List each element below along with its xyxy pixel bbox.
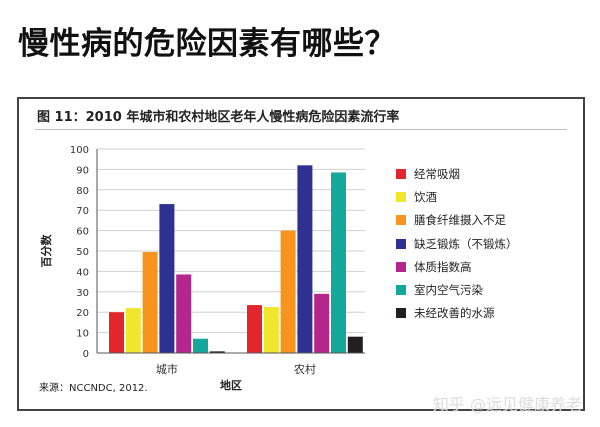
y-tick-label: 30 — [76, 288, 89, 299]
legend-swatch — [396, 238, 406, 249]
legend-swatch — [396, 308, 406, 319]
legend-label: 经常吸烟 — [414, 167, 460, 181]
legend-swatch — [396, 169, 406, 179]
legend-item: 经常吸烟 — [396, 166, 460, 182]
y-tick-label: 80 — [76, 186, 89, 197]
legend-item: 体质指数高 — [396, 259, 472, 275]
title-divider — [35, 129, 567, 130]
y-tick-label: 10 — [76, 329, 89, 340]
axis-layer: 0 10 20 30 40 50 60 70 80 90 100 城市 农村地区 百分数 — [39, 145, 365, 392]
legend-label: 未经改善的水源 — [414, 306, 495, 321]
y-tick-label: 100 — [70, 145, 89, 156]
legend-swatch — [396, 192, 406, 203]
bar — [159, 204, 175, 353]
legend-label: 体质指数高 — [414, 259, 472, 274]
y-tick-label: 70 — [76, 206, 89, 217]
bar — [109, 312, 124, 353]
bar — [347, 336, 363, 353]
page-title: 慢性病的危险因素有哪些？ — [18, 26, 396, 62]
y-tick-label: 90 — [76, 165, 89, 176]
legend-swatch — [396, 285, 406, 295]
bar — [331, 172, 346, 353]
legend-item: 饮酒 — [396, 189, 437, 205]
legend-label: 缺乏锻炼（不锻炼） — [414, 236, 518, 251]
legend-label: 膳食纤维摄入不足 — [414, 213, 506, 228]
bars-layer — [109, 165, 363, 353]
legend-item: 未经改善的水源 — [396, 305, 495, 321]
bar — [176, 274, 192, 353]
y-tick-label: 50 — [76, 247, 89, 258]
x-category-label: 城市 — [156, 362, 178, 376]
bar-chart: 0 10 20 30 40 50 60 70 80 90 100 城市 农村地区 百分数 — [39, 145, 365, 392]
y-tick-label: 40 — [76, 267, 89, 278]
x-axis-label: 地区 — [220, 378, 242, 392]
chart-legend: 经常吸烟饮酒膳食纤维摄入不足 缺乏锻炼（不锻炼） 体质指数高室内空气污染 未经改善的水… — [396, 99, 576, 413]
watermark-text: 知乎 @远见健康养老 — [432, 395, 582, 414]
bar — [209, 351, 225, 353]
y-tick-label: 20 — [76, 308, 89, 319]
y-axis-label: 百分数 — [39, 234, 53, 268]
bar — [125, 308, 141, 353]
legend-label: 饮酒 — [414, 190, 437, 205]
y-tick-label: 60 — [76, 227, 89, 238]
bar — [280, 230, 296, 353]
legend-swatch — [396, 261, 406, 272]
bar — [247, 305, 262, 353]
bar — [297, 165, 313, 353]
bar — [263, 307, 279, 353]
y-tick-label: 0 — [83, 349, 89, 360]
legend-swatch — [396, 215, 406, 226]
chart-figure: 图 11：2010 年城市和农村地区老年人慢性病危险因素流行率 0 10 20 30 4… — [17, 97, 585, 411]
legend-item: 缺乏锻炼（不锻炼） — [396, 236, 518, 252]
figure-title: 图 11：2010 年城市和农村地区老年人慢性病危险因素流行率 — [37, 110, 400, 125]
chart-source: 来源：NCCNDC, 2012. — [39, 383, 148, 394]
legend-item: 室内空气污染 — [396, 282, 483, 298]
bar — [314, 293, 330, 353]
legend-item: 膳食纤维摄入不足 — [396, 212, 506, 228]
legend-label: 室内空气污染 — [414, 283, 483, 297]
bar — [142, 252, 158, 353]
x-category-label: 农村 — [294, 362, 316, 376]
bar — [193, 338, 208, 353]
